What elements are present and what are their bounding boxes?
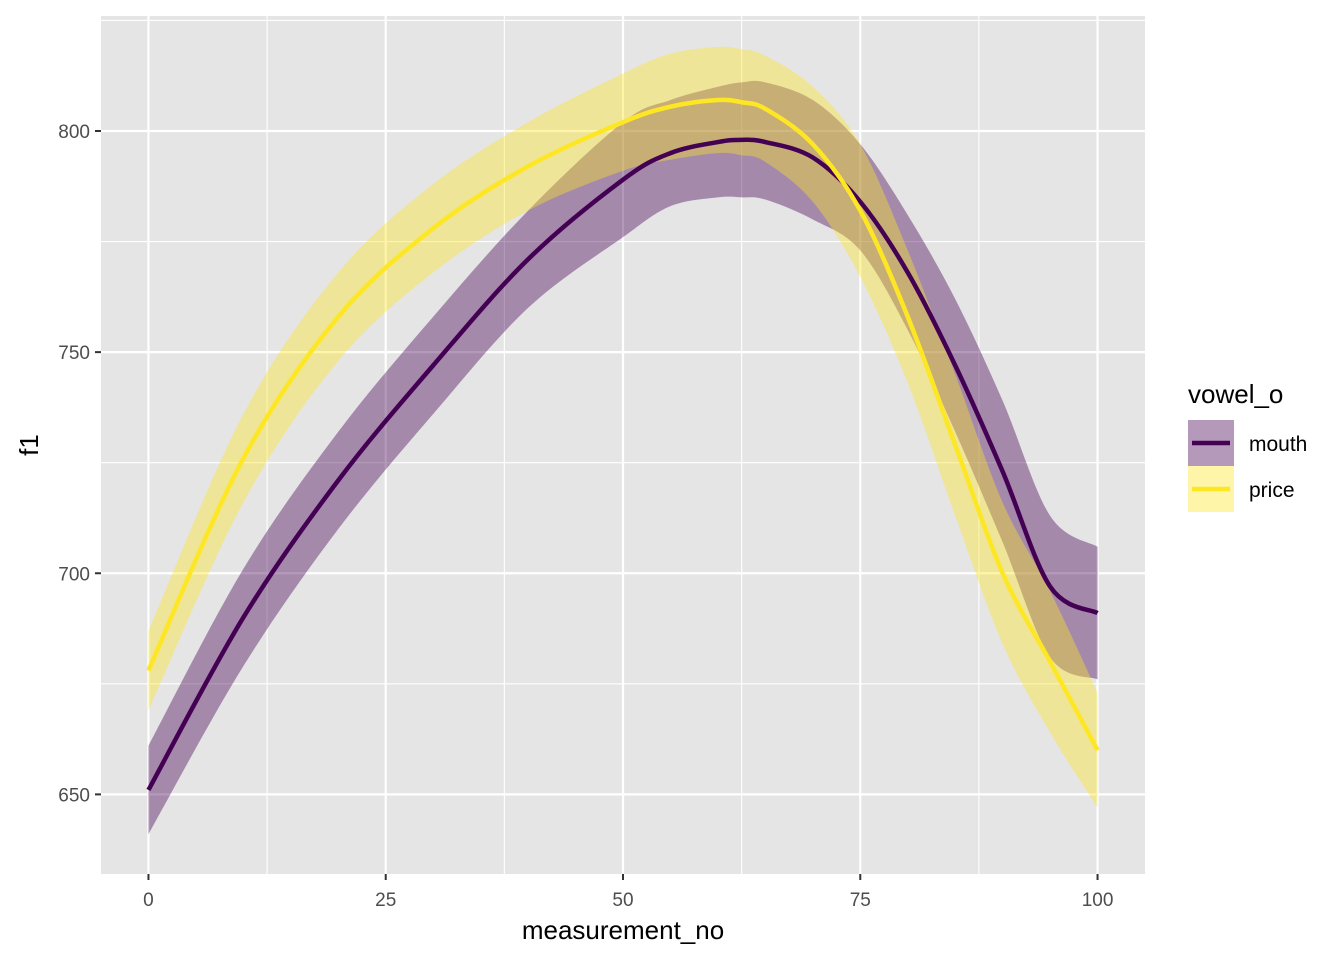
legend-label-price: price [1249,479,1295,502]
axes: 0 25 50 75 100 650 700 750 800 [58,122,1113,911]
x-tick-label: 50 [612,890,633,911]
x-tick-label: 75 [850,890,871,911]
confidence-ribbons [148,46,1098,835]
grid-major [101,16,1145,874]
line-mouth [146,137,1099,792]
x-tick-label: 100 [1082,890,1114,911]
legend: vowel_o mouth price [1188,379,1307,512]
y-axis-title: f1 [14,434,44,456]
y-tick-label: 750 [58,343,90,364]
line-price [146,97,1100,752]
x-axis-title: measurement_no [522,915,724,945]
x-tick-label: 0 [143,890,154,911]
legend-label-mouth: mouth [1249,433,1307,456]
series-lines [146,97,1100,792]
y-tick-label: 700 [58,564,90,585]
y-tick-label: 800 [58,122,90,143]
legend-title: vowel_o [1188,379,1283,409]
ribbon-price [148,46,1098,808]
x-tick-label: 25 [375,890,396,911]
y-tick-label: 650 [58,785,90,806]
ribbon-mouth [148,80,1098,835]
